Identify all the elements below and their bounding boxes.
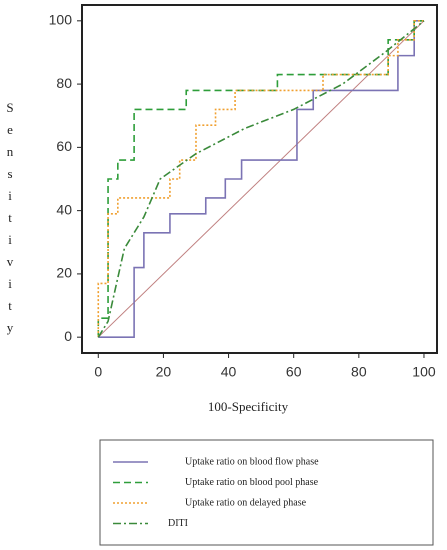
reference-line bbox=[97, 20, 425, 338]
x-tick-label: 40 bbox=[221, 364, 237, 380]
y-tick-label: 80 bbox=[56, 75, 72, 91]
legend-label: DITI bbox=[168, 518, 188, 529]
roc-line bbox=[98, 20, 424, 338]
y-tick-label: 60 bbox=[56, 138, 72, 154]
y-tick-label: 20 bbox=[56, 265, 72, 281]
y-tick-label: 0 bbox=[64, 328, 72, 344]
roc-line bbox=[97, 20, 425, 338]
plot-frame bbox=[81, 4, 438, 354]
y-axis-label: Sensitivity bbox=[3, 100, 18, 342]
x-tick-label: 80 bbox=[351, 364, 367, 380]
legend-label: Uptake ratio on delayed phase bbox=[185, 497, 307, 508]
x-tick-label: 100 bbox=[412, 364, 436, 380]
y-tick-label: 100 bbox=[49, 12, 73, 28]
x-tick-label: 0 bbox=[94, 364, 102, 380]
x-tick-label: 60 bbox=[286, 364, 302, 380]
y-tick-label: 40 bbox=[56, 201, 72, 217]
roc-line bbox=[97, 20, 424, 338]
legend-box bbox=[99, 439, 434, 546]
x-tick-label: 20 bbox=[156, 364, 172, 380]
legend-label: Uptake ratio on blood flow phase bbox=[185, 456, 319, 467]
x-axis-label: 100-Specificity bbox=[208, 399, 289, 414]
legend-label: Uptake ratio on blood pool phase bbox=[185, 477, 319, 488]
